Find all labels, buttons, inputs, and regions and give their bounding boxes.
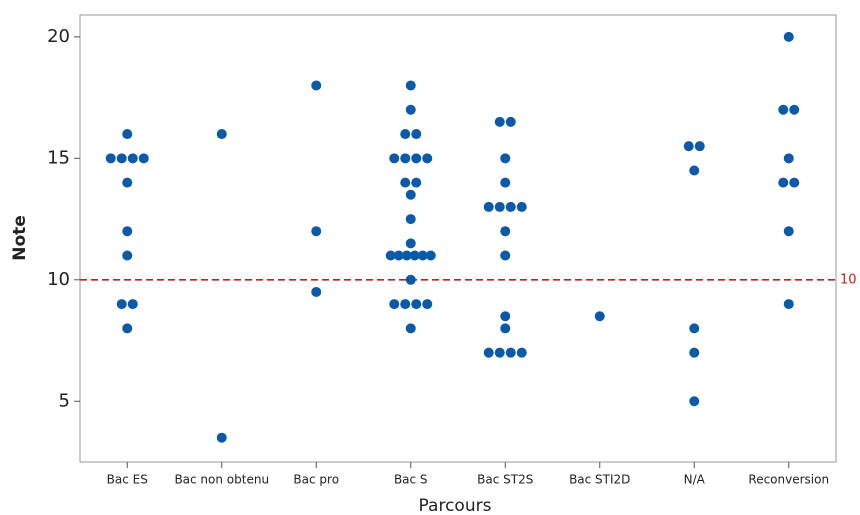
x-tick-label: Bac ES	[107, 473, 148, 487]
x-tick-label: Reconversion	[748, 473, 829, 487]
dot	[425, 250, 436, 261]
dot	[500, 323, 511, 334]
dot	[400, 177, 411, 188]
dot	[411, 129, 422, 140]
dot	[389, 153, 400, 164]
dot	[483, 201, 494, 212]
dot	[216, 432, 227, 443]
dot	[694, 141, 705, 152]
dot	[127, 153, 138, 164]
x-tick-label: Bac ST2S	[477, 473, 533, 487]
dot	[393, 250, 404, 261]
dot	[400, 299, 411, 310]
dot	[127, 299, 138, 310]
dot	[594, 311, 605, 322]
dot	[483, 347, 494, 358]
dot	[405, 214, 416, 225]
dot	[116, 299, 127, 310]
dot	[422, 299, 433, 310]
dot	[105, 153, 116, 164]
dot	[689, 396, 700, 407]
dot	[385, 250, 396, 261]
dot	[122, 226, 133, 237]
dot	[122, 177, 133, 188]
dot	[505, 201, 516, 212]
reference-label: 10	[840, 272, 857, 287]
dot	[783, 31, 794, 42]
dot	[500, 226, 511, 237]
dot	[122, 250, 133, 261]
dot	[789, 104, 800, 115]
dot	[417, 250, 428, 261]
dot	[516, 347, 527, 358]
dot	[311, 226, 322, 237]
dot	[138, 153, 149, 164]
dot	[116, 153, 127, 164]
y-tick-label: 10	[47, 269, 70, 290]
dot	[405, 238, 416, 249]
dot	[500, 153, 511, 164]
dot	[500, 250, 511, 261]
dot	[778, 177, 789, 188]
dot	[683, 141, 694, 152]
y-axis-label: Note	[10, 215, 30, 261]
dot	[422, 153, 433, 164]
x-tick-label: Bac STI2D	[569, 473, 630, 487]
dot	[500, 311, 511, 322]
dot	[689, 165, 700, 176]
dot	[789, 177, 800, 188]
dot	[311, 80, 322, 91]
dot	[505, 347, 516, 358]
dot	[405, 104, 416, 115]
dot	[783, 299, 794, 310]
x-tick-label: Bac S	[394, 473, 428, 487]
dot	[400, 129, 411, 140]
dot	[216, 129, 227, 140]
dot	[783, 153, 794, 164]
dot	[405, 323, 416, 334]
dot	[494, 347, 505, 358]
y-tick-label: 20	[47, 26, 70, 47]
dot	[494, 201, 505, 212]
dot	[389, 299, 400, 310]
dot	[411, 153, 422, 164]
dot	[494, 116, 505, 127]
dot	[411, 177, 422, 188]
dot	[400, 153, 411, 164]
dot	[505, 116, 516, 127]
dot	[516, 201, 527, 212]
dot	[411, 299, 422, 310]
dot	[783, 226, 794, 237]
dot	[311, 286, 322, 297]
dot	[778, 104, 789, 115]
dot	[405, 189, 416, 200]
dot	[405, 80, 416, 91]
dot	[689, 323, 700, 334]
dot	[122, 129, 133, 140]
dot	[405, 274, 416, 285]
y-tick-label: 15	[47, 147, 70, 168]
x-tick-label: N/A	[684, 473, 706, 487]
x-tick-label: Bac non obtenu	[174, 473, 269, 487]
x-axis-label: Parcours	[419, 496, 492, 515]
dot	[500, 177, 511, 188]
dot	[122, 323, 133, 334]
dot	[689, 347, 700, 358]
plot-frame	[79, 14, 837, 463]
dot	[409, 250, 420, 261]
dot	[401, 250, 412, 261]
x-tick-label: Bac pro	[293, 473, 339, 487]
y-tick-label: 5	[59, 390, 70, 411]
